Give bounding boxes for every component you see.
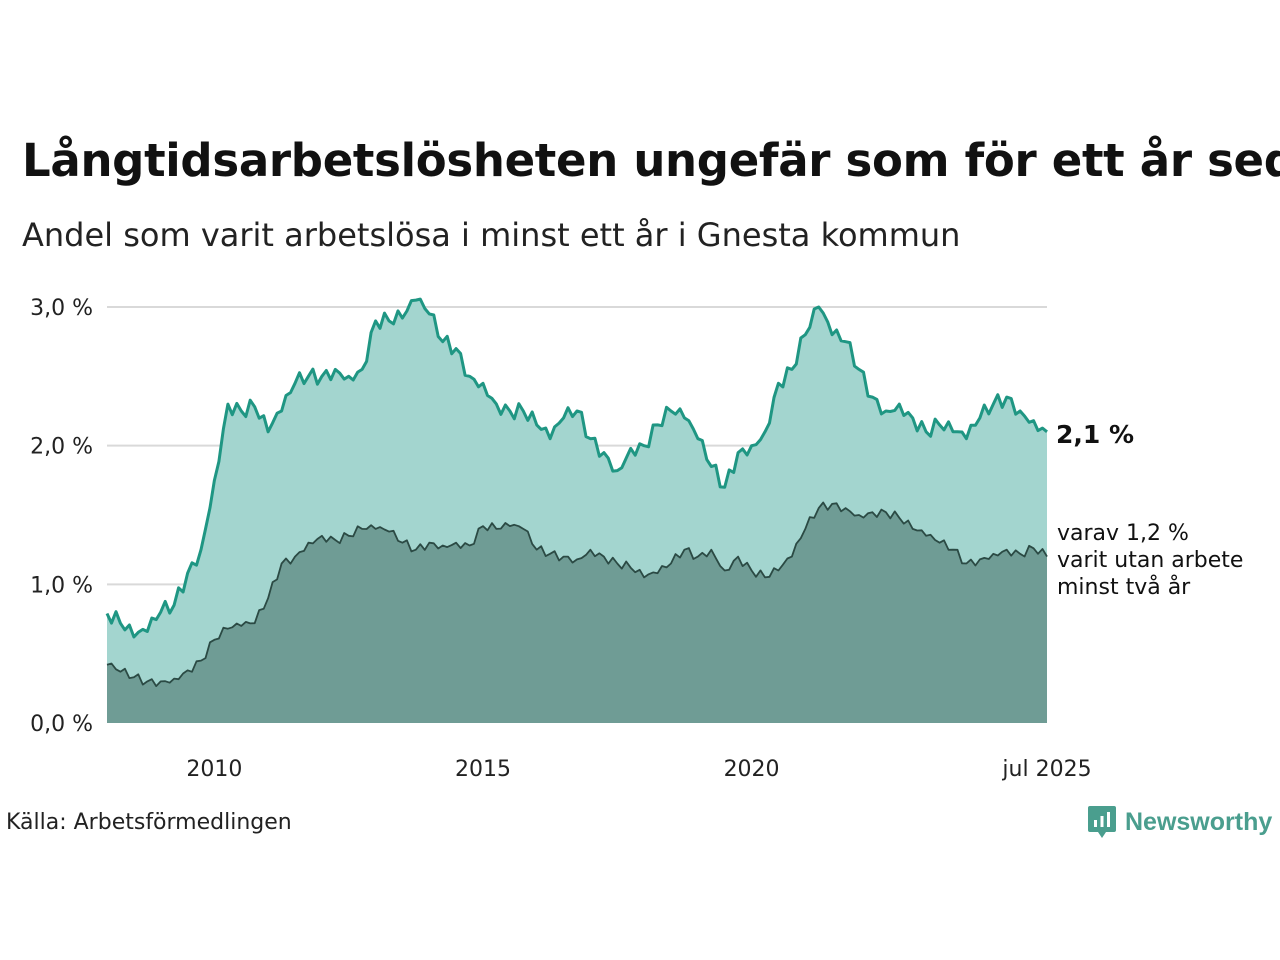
x-tick-label: 2010	[186, 757, 242, 782]
y-tick-label: 0,0 %	[30, 712, 93, 737]
x-tick-label: 2020	[724, 757, 780, 782]
end-label-two-years-line: minst två år	[1057, 574, 1191, 600]
line-one_year	[105, 297, 1048, 639]
chart-lines	[105, 297, 1048, 687]
y-axis: 0,0 % 1,0 % 2,0 % 3,0 %	[30, 296, 93, 737]
x-tick-label: 2015	[455, 757, 511, 782]
line-two_years	[106, 501, 1048, 687]
brand-name: Newsworthy	[1125, 807, 1273, 836]
end-label-one-year: 2,1 %	[1056, 420, 1134, 449]
x-tick-label: jul 2025	[1001, 757, 1091, 782]
y-tick-label: 3,0 %	[30, 296, 93, 321]
source-note: Källa: Arbetsförmedlingen	[6, 810, 292, 835]
chart-areas	[107, 299, 1047, 723]
y-tick-label: 1,0 %	[30, 573, 93, 598]
end-label-two-years-line: varit utan arbete	[1057, 548, 1243, 573]
x-axis: 2010 2015 2020 jul 2025	[186, 757, 1091, 782]
y-tick-label: 2,0 %	[30, 435, 93, 460]
newsworthy-logo-icon	[1088, 806, 1116, 838]
chart-title: Långtidsarbetslösheten ungefär som för e…	[22, 134, 1280, 187]
chart-subtitle: Andel som varit arbetslösa i minst ett å…	[22, 216, 961, 254]
brand: Newsworthy	[1087, 803, 1272, 841]
area-two_years	[107, 502, 1047, 723]
end-label-two-years-line: varav 1,2 %	[1057, 521, 1189, 546]
